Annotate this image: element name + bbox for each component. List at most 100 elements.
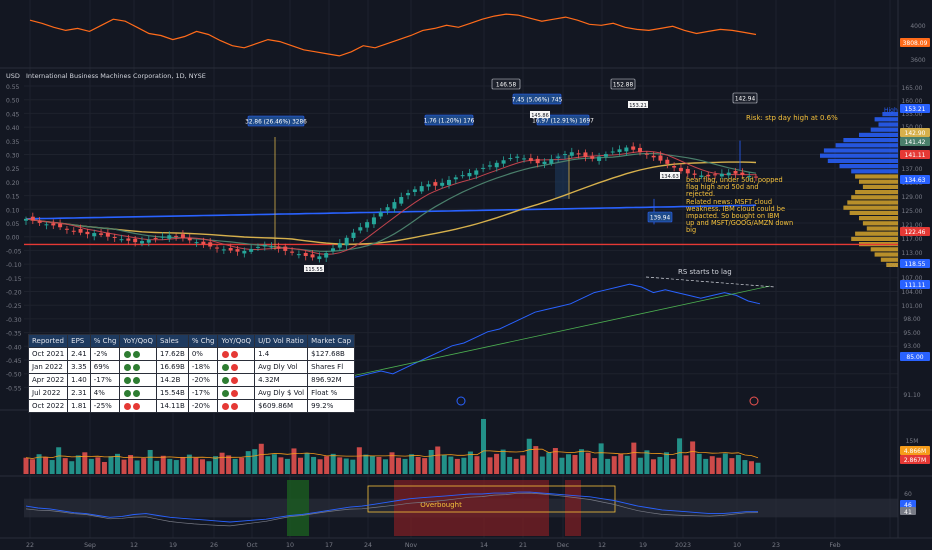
volume-profile-bar (874, 117, 898, 122)
volume-bar (618, 453, 624, 474)
volume-bar (291, 448, 297, 474)
candle-body (542, 161, 547, 165)
volume-bar (62, 458, 68, 474)
candle-body (92, 233, 97, 237)
candle-body (453, 177, 458, 180)
table-cell-eps: 3.35 (67, 360, 91, 374)
time-axis-label: 10 (733, 542, 741, 549)
volume-bar (677, 438, 683, 474)
low-high-tag (660, 172, 680, 179)
time-axis-label: 24 (364, 542, 372, 549)
volume-profile-bar (878, 122, 898, 127)
candle-body (139, 241, 144, 244)
low-high-tag-text: 115.55 (305, 267, 323, 273)
volume-profile-bar (866, 226, 898, 231)
candle-body (515, 156, 520, 158)
volume-bar (467, 451, 473, 474)
candle-body (24, 218, 28, 221)
volume-bar (520, 455, 526, 474)
yoy-qoq-cell (217, 347, 256, 361)
status-dot-icon (231, 376, 239, 384)
candle-body (719, 173, 724, 177)
candle-body (590, 156, 595, 159)
volume-profile-bar (839, 164, 898, 169)
related-news-annotation: Related news: MSFT cloud (686, 198, 772, 206)
candle-body (303, 252, 308, 256)
volume-bar (186, 454, 192, 474)
time-axis-label: 12 (130, 542, 138, 549)
candle-body (99, 233, 104, 235)
left-axis-tick: -0.45 (6, 358, 22, 365)
candle-body (747, 175, 752, 177)
right-axis-tick: 129.00 (902, 194, 923, 201)
volume-bar (585, 452, 591, 474)
candle-body (562, 154, 567, 156)
table-header-cell: Market Cap (307, 334, 356, 348)
osc-badge-text: 41 (904, 509, 912, 516)
callout-label: 7.45 (5.06%) 745 (512, 93, 563, 105)
status-dot-icon (222, 389, 230, 397)
volume-bar (650, 459, 656, 474)
candle-body (337, 243, 342, 248)
volume-profile-bar (862, 184, 898, 189)
overbought-zone (394, 480, 549, 536)
related-news-annotation: impacted. So bought on IBM (686, 212, 780, 220)
price-panel[interactable]: USD International Business Machines Corp… (6, 72, 930, 399)
volume-profile-bar (820, 153, 898, 158)
volume-bar (415, 456, 421, 474)
volume-profile-bar (823, 148, 898, 153)
volume-bar (304, 453, 310, 474)
overbought-box (367, 485, 616, 513)
candle-body (85, 231, 90, 235)
candle-body (37, 221, 42, 223)
volume-bar (539, 456, 545, 474)
candle-body (283, 246, 288, 251)
table-cell-sales-chg: -20% (187, 373, 219, 387)
candle-body (378, 212, 383, 217)
volume-bar (88, 458, 94, 474)
volume-profile-bar (862, 221, 898, 226)
volume-bar (526, 438, 532, 474)
volume-ma-line (25, 448, 759, 459)
table-header-cell: YoY/QoQ (119, 334, 157, 348)
candle-body (535, 158, 540, 164)
volume-bar (559, 457, 565, 474)
yoy-qoq-cell (217, 360, 256, 374)
price-badge-text: 141.42 (905, 139, 926, 146)
candle-body (255, 246, 260, 248)
low-high-tag-text: 153.21 (629, 103, 647, 109)
volume-bar (245, 451, 251, 474)
price-badge (900, 259, 930, 268)
candle-body (433, 182, 438, 186)
right-axis-tick: 165.00 (902, 85, 923, 92)
volume-bar (36, 454, 42, 474)
candle-body (208, 242, 213, 247)
time-axis-label: 23 (772, 542, 780, 549)
time-axis-label: 26 (210, 542, 218, 549)
low-high-tag (530, 111, 550, 118)
candle-body (126, 238, 131, 241)
ma20-line (25, 150, 757, 255)
candle-body (685, 168, 690, 174)
volume-bar (428, 449, 434, 474)
osc-axis-tick: 60 (904, 491, 912, 498)
chart-title: International Business Machines Corporat… (26, 72, 206, 80)
volume-bar (722, 453, 728, 474)
price-badge-text: 118.55 (905, 261, 926, 268)
candle-body (658, 155, 663, 161)
volume-bar (343, 458, 349, 474)
volume-bar (278, 457, 284, 474)
time-axis: 22 Sep 12 19 26 Oct 10 17 24 Nov 14 21 Dec 12 19 2023 10… (26, 542, 841, 549)
candle-body (474, 170, 479, 175)
volume-profile-bar (851, 236, 898, 241)
index-last-badge (900, 38, 930, 47)
candle-body (71, 230, 76, 232)
volume-bar (690, 441, 696, 474)
left-axis-tick: 0.10 (6, 207, 20, 214)
left-axis-tick: 0.40 (6, 125, 20, 132)
yoy-qoq-cell (119, 373, 157, 387)
volume-bar (579, 449, 585, 474)
time-axis-label: 12 (598, 542, 606, 549)
candle-body (119, 239, 124, 241)
